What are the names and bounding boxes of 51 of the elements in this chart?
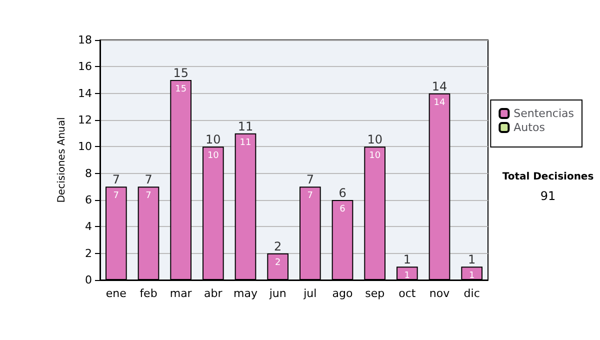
data-label: 10	[207, 151, 220, 162]
x-tick-label: mar	[170, 287, 192, 300]
x-tick-label: sep	[365, 287, 385, 300]
x-tick-label: jul	[302, 287, 317, 300]
y-tick-label: 14	[78, 86, 92, 100]
total-label: 11	[238, 119, 254, 134]
x-tick-label: dic	[464, 287, 480, 300]
data-label: 14	[434, 98, 446, 108]
x-tick-label: ago	[332, 287, 353, 300]
data-label: 7	[146, 191, 152, 202]
total-label: 7	[112, 172, 120, 187]
data-label: 10	[369, 151, 381, 162]
x-tick-label: may	[234, 287, 258, 300]
total-label: 2	[274, 239, 282, 254]
total-label: 1	[468, 252, 476, 267]
data-label: 2	[274, 258, 281, 268]
x-tick-label: abr	[204, 287, 223, 300]
data-label: 11	[240, 138, 252, 148]
data-label: 1	[468, 271, 475, 282]
total-label: 10	[206, 132, 221, 147]
x-tick-label: oct	[398, 287, 416, 300]
total-label: 14	[432, 79, 448, 94]
y-tick-label: 0	[85, 274, 92, 286]
y-axis-title: Decisiones Anual	[56, 117, 68, 203]
data-label: 7	[307, 191, 314, 202]
total-label: 10	[367, 132, 382, 147]
total-label: 6	[338, 186, 346, 200]
data-label: 15	[175, 84, 187, 94]
text: Total Decisiones	[502, 172, 594, 182]
x-tick-label: ene	[106, 287, 127, 300]
legend-label: Autos	[514, 121, 546, 134]
x-tick-label: nov	[429, 287, 450, 300]
y-tick-label: 16	[78, 60, 92, 74]
total-label: 1	[403, 252, 411, 267]
y-tick-label: 2	[85, 246, 92, 260]
x-tick-label: feb	[140, 287, 158, 300]
text: 91	[540, 189, 556, 203]
y-tick-label: 8	[85, 166, 92, 180]
data-label: 6	[340, 204, 346, 214]
total-label: 7	[306, 172, 314, 187]
y-tick-label: 4	[85, 220, 92, 234]
total-label: 7	[144, 172, 152, 187]
data-label: 7	[113, 191, 120, 202]
legend-label: Sentencias	[514, 107, 574, 120]
total-label: 15	[173, 66, 188, 80]
y-tick-label: 12	[78, 114, 92, 126]
y-tick-label: 10	[78, 140, 92, 154]
y-tick-label: 18	[78, 34, 92, 46]
data-label: 1	[404, 271, 410, 282]
x-tick-label: jun	[268, 287, 286, 300]
y-tick-label: 6	[85, 194, 92, 206]
